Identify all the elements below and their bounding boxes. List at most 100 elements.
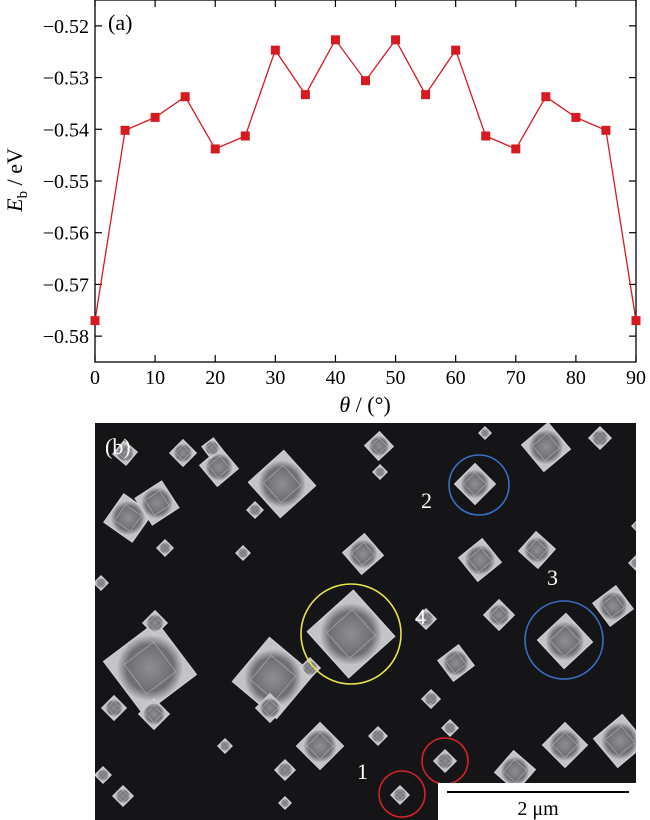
data-point [391, 35, 401, 45]
crystal [420, 688, 442, 710]
crystal [111, 439, 139, 467]
crystal-face [437, 644, 475, 682]
crystal-inner-face [445, 652, 467, 674]
crystal [493, 749, 537, 793]
crystal-inner-face [549, 625, 581, 657]
crystal-inner-face [278, 763, 292, 777]
crystal-face [441, 719, 459, 737]
crystal-face [493, 749, 537, 793]
crystal-inner-face [205, 441, 219, 455]
crystal [457, 537, 503, 583]
scale-bar-box [438, 783, 636, 820]
crystal-inner-face [117, 445, 133, 461]
crystal-face [201, 437, 223, 459]
x-tick-label: 90 [626, 367, 646, 389]
data-point [300, 90, 310, 100]
crystal-face [631, 519, 636, 533]
y-axis-symbol: E [2, 198, 27, 213]
crystal [254, 692, 286, 724]
crystal-face [420, 688, 442, 710]
x-tick-label: 80 [566, 367, 586, 389]
data-point [150, 112, 160, 122]
crystal-inner-face [604, 725, 636, 757]
crystal-face [254, 692, 286, 724]
y-tick-label: −0.55 [43, 171, 89, 193]
crystal-inner-face [375, 467, 385, 477]
sem-micrograph: (b) 1 2 3 4 2 μm [95, 423, 636, 820]
crystal-face [389, 784, 411, 806]
data-point [511, 144, 521, 154]
crystal-face [628, 555, 636, 571]
crystal-inner-face [419, 612, 433, 626]
crystal-face [367, 725, 389, 747]
crystal-inner-face [370, 437, 388, 455]
plot-frame [94, 0, 637, 363]
crystal-face [95, 575, 109, 591]
crystal-face [591, 584, 635, 628]
crystal [231, 636, 315, 720]
crystal-face [517, 530, 557, 570]
crystal-inner-face [97, 769, 109, 781]
crystal [95, 766, 112, 784]
x-tick-label: 0 [90, 367, 100, 389]
crystal [591, 584, 635, 628]
data-point [361, 76, 370, 86]
crystal-face [273, 758, 297, 782]
data-point [421, 90, 431, 100]
crystal [306, 589, 396, 679]
crystal-face [168, 438, 198, 468]
crystal-inner-face [489, 605, 509, 625]
crystal-inner-face [463, 472, 487, 496]
crystal-face [246, 501, 264, 519]
panel-b-label: (b) [105, 434, 131, 459]
crystal [482, 598, 516, 632]
crystal-face [587, 425, 613, 451]
crystal-face [536, 612, 594, 670]
crystal [95, 575, 109, 591]
energy-chart: 0 10 20 30 40 50 60 70 80 90 −0.52 −0.53 −0.54 −0.55… [2, 0, 646, 417]
crystal [100, 694, 128, 722]
crystal [201, 437, 223, 459]
crystal-inner-face [116, 789, 130, 803]
crystal-face [457, 537, 503, 583]
crystal-inner-face [249, 504, 261, 516]
crystal-face [137, 697, 171, 731]
crystal-inner-face [220, 741, 230, 751]
crystal-face [298, 656, 322, 680]
data-point [481, 131, 491, 141]
y-axis-title: Eb / eV [2, 148, 31, 213]
crystal-face [372, 464, 388, 480]
crystal-inner-face [249, 654, 297, 702]
crystal [414, 607, 438, 631]
crystal-inner-face [467, 547, 493, 573]
crystal-face [111, 784, 135, 808]
crystal [517, 530, 557, 570]
data-point [541, 92, 551, 102]
crystal [156, 539, 174, 557]
crystal-face [141, 609, 169, 637]
crystal [363, 430, 395, 462]
crystal [298, 656, 322, 680]
crystal [441, 719, 459, 737]
crystal-inner-face [481, 429, 489, 437]
x-tick-label: 70 [506, 367, 526, 389]
crystal-inner-face [601, 594, 625, 618]
y-tick-label: −0.54 [43, 119, 89, 141]
scale-bar-label: 2 μm [517, 798, 559, 820]
crystal [134, 480, 180, 526]
crystal-inner-face [593, 431, 607, 445]
crystal-inner-face [326, 609, 376, 659]
crystal [453, 462, 497, 506]
data-point [180, 92, 190, 102]
crystal [520, 423, 572, 473]
crystal-face [295, 721, 345, 771]
crystal [235, 545, 251, 561]
crystal-face [541, 721, 589, 769]
crystal-inner-face [526, 539, 548, 561]
crystal-inner-face [631, 558, 636, 568]
crystal-inner-face [425, 693, 437, 705]
crystal [278, 796, 292, 810]
crystal [137, 697, 171, 731]
x-axis-unit: / (°) [350, 392, 391, 417]
crystal-inner-face [238, 548, 248, 558]
